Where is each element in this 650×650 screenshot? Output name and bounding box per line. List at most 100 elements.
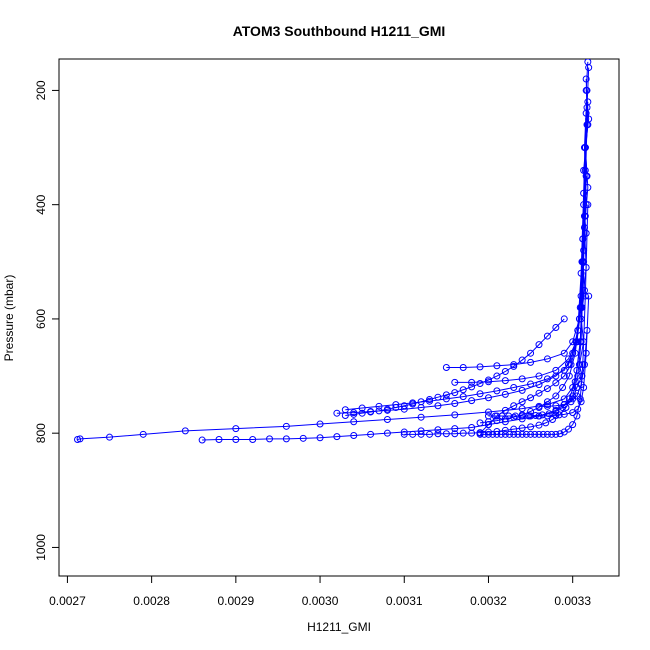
data-point (480, 430, 488, 438)
x-tick-label: 0.0033 (554, 594, 591, 608)
data-point (567, 398, 575, 406)
data-point (106, 433, 114, 441)
data-point (350, 410, 358, 418)
data-point (426, 430, 434, 438)
data-point (584, 98, 592, 106)
data-point (350, 418, 358, 426)
y-tick-label: 200 (34, 80, 48, 100)
data-point (367, 408, 375, 416)
data-point (333, 433, 341, 441)
data-point (510, 413, 518, 421)
data-point (181, 427, 189, 435)
data-point (527, 423, 535, 431)
data-point (493, 387, 501, 395)
data-point (531, 430, 539, 438)
data-point (518, 386, 526, 394)
data-point (333, 409, 341, 417)
data-point (484, 394, 492, 402)
data-point (316, 434, 324, 442)
data-point (417, 430, 425, 438)
data-point (535, 421, 543, 429)
data-point (559, 383, 567, 391)
data-point (583, 86, 591, 94)
data-point (552, 324, 560, 331)
x-axis: 0.0027 0.0028 0.0029 0.0030 0.0031 0.0032 0.00… (49, 575, 591, 608)
data-point (484, 376, 492, 384)
data-point (501, 406, 509, 414)
data-point (383, 415, 391, 423)
data-point (493, 372, 501, 380)
data-point (506, 430, 514, 438)
data-point (498, 412, 506, 420)
data-point (266, 435, 274, 443)
data-point (459, 386, 467, 394)
series-line (479, 147, 586, 424)
data-point (535, 430, 543, 438)
data-point (232, 435, 240, 443)
x-tick-label: 0.0028 (133, 594, 170, 608)
data-point (510, 383, 518, 391)
data-point (579, 235, 587, 243)
series-line (446, 90, 588, 368)
y-tick-label: 400 (34, 194, 48, 214)
data-point (409, 430, 417, 438)
data-point (539, 430, 547, 438)
data-point (316, 420, 324, 428)
data-point (573, 412, 581, 420)
data-point (585, 292, 593, 300)
data-point (548, 415, 556, 423)
data-point (527, 358, 535, 366)
data-point (560, 410, 568, 418)
data-point (584, 201, 592, 209)
y-tick-label: 600 (34, 309, 48, 329)
data-point (215, 435, 223, 443)
data-point (535, 341, 543, 349)
data-point (451, 399, 459, 407)
data-point (417, 398, 425, 406)
data-point (552, 411, 560, 419)
data-point (510, 430, 518, 438)
data-point (577, 398, 585, 406)
data-point (358, 409, 366, 417)
data-point (400, 428, 408, 436)
data-point (543, 375, 551, 383)
data-point (535, 389, 543, 397)
data-point (501, 430, 509, 438)
data-point (510, 402, 518, 410)
data-point (434, 430, 442, 438)
data-point (476, 379, 484, 387)
data-point (358, 404, 366, 412)
data-point (375, 407, 383, 415)
data-point (468, 378, 476, 386)
data-point (484, 412, 492, 420)
data-point (522, 430, 530, 438)
data-point (527, 349, 535, 357)
data-point (542, 419, 550, 427)
x-tick-label: 0.0027 (49, 594, 86, 608)
data-point (560, 349, 568, 357)
data-point (575, 315, 583, 323)
data-point (543, 430, 551, 438)
data-point (350, 431, 358, 439)
data-point (409, 400, 417, 408)
data-point (484, 430, 492, 438)
data-point (476, 390, 484, 398)
data-point (442, 363, 450, 371)
data-point (442, 391, 450, 399)
data-point (341, 411, 349, 419)
data-point (518, 412, 526, 420)
data-point (501, 367, 509, 375)
data-point (392, 403, 400, 411)
data-point (573, 392, 581, 400)
data-point (577, 292, 585, 300)
data-point (518, 430, 526, 438)
data-point (577, 381, 585, 389)
data-point (574, 405, 582, 413)
data-point (518, 375, 526, 383)
data-point (560, 401, 568, 409)
data-point (442, 430, 450, 438)
data-point (518, 398, 526, 406)
data-point (552, 402, 560, 410)
data-point (375, 402, 383, 410)
data-point (74, 435, 82, 443)
